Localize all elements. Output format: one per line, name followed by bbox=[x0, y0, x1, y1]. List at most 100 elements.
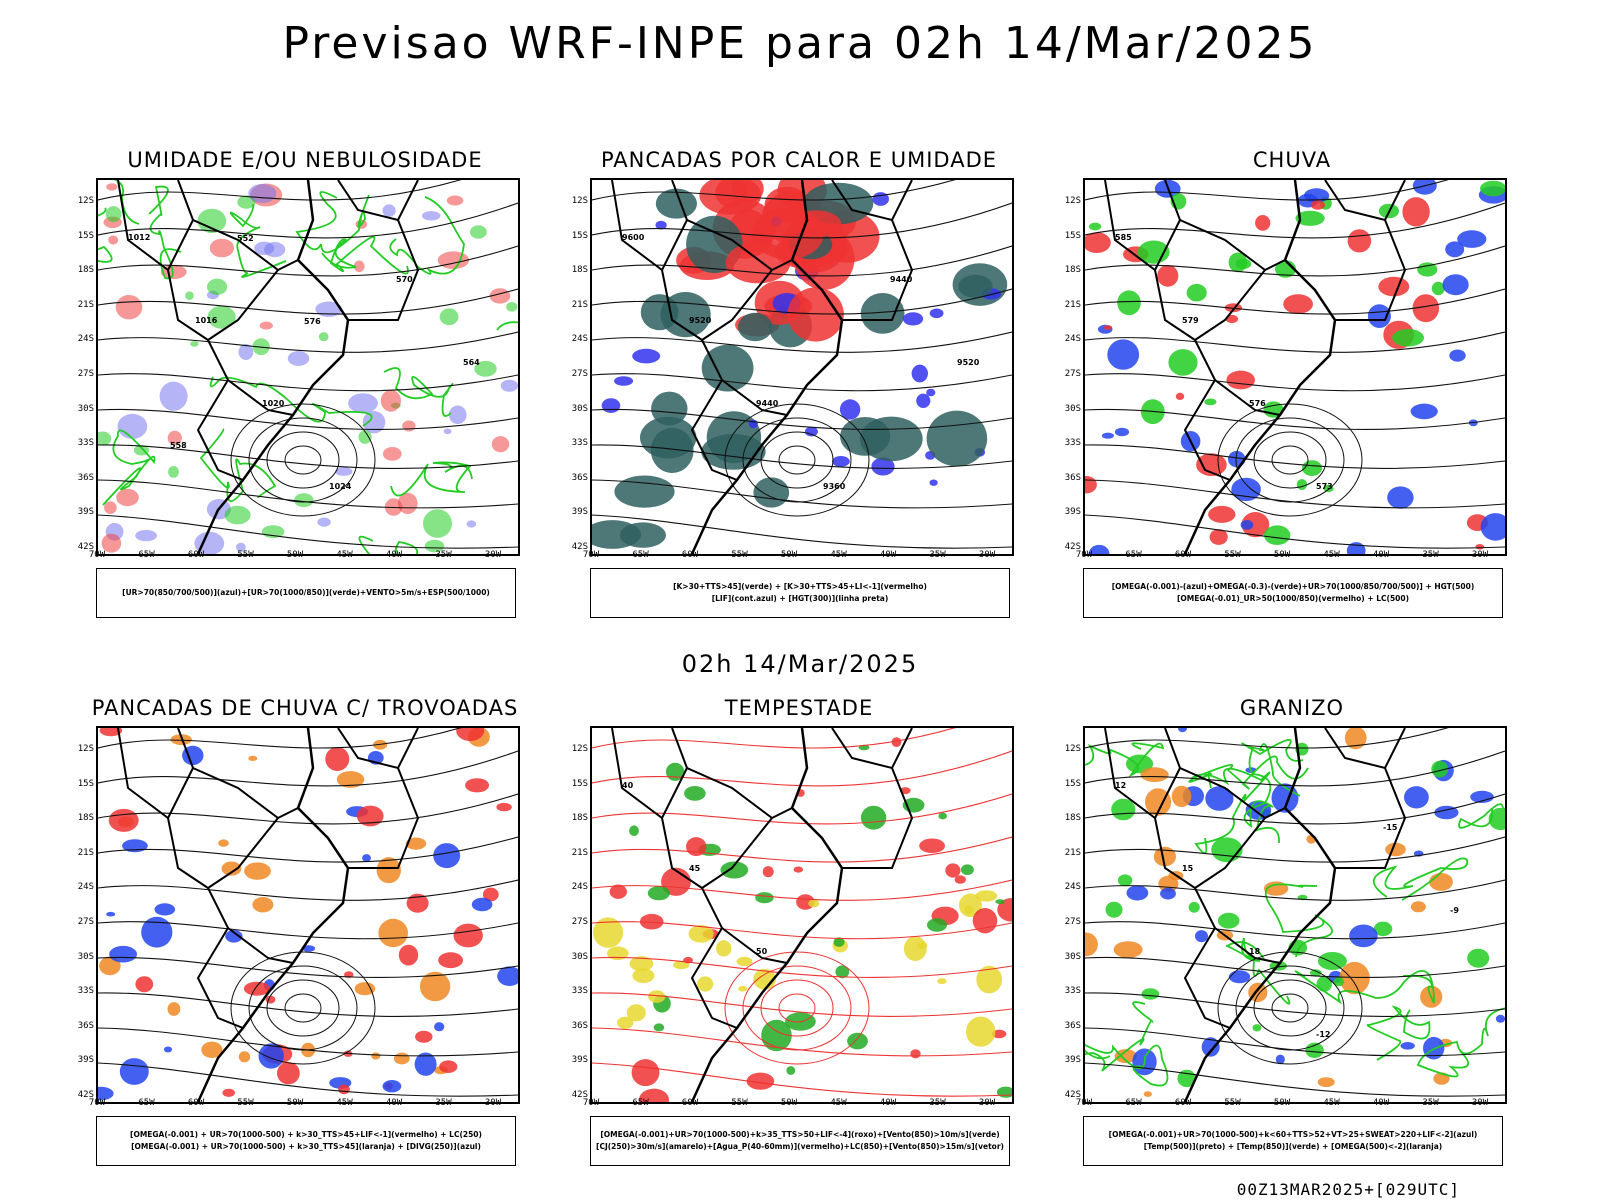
lat-tick-label: 21S bbox=[1064, 847, 1081, 858]
panel-legend-6: [OMEGA(-0.001)+UR>70(1000-500)+k<60+TTS>… bbox=[1083, 1116, 1503, 1166]
lon-tick-label: 55W bbox=[1224, 550, 1241, 560]
field-blob bbox=[996, 1086, 1012, 1098]
field-blob bbox=[224, 505, 251, 525]
lat-tick-label: 12S bbox=[1064, 744, 1081, 754]
field-blob bbox=[960, 864, 974, 875]
streamline bbox=[1085, 373, 1505, 392]
streamline bbox=[1085, 288, 1505, 315]
field-blob bbox=[167, 1002, 181, 1016]
panel-legend-4: [OMEGA(-0.001) + UR>70(1000-500) + k>30_… bbox=[96, 1116, 516, 1166]
field-blob bbox=[318, 332, 329, 342]
contour-label: 9440 bbox=[756, 399, 779, 408]
lat-tick-label: 33S bbox=[571, 986, 588, 997]
contour-line bbox=[383, 367, 454, 417]
field-blob bbox=[1373, 921, 1393, 937]
field-blob bbox=[926, 410, 988, 467]
streamline bbox=[1085, 444, 1505, 469]
field-blob bbox=[218, 839, 229, 847]
streamline bbox=[1085, 750, 1505, 787]
contour-label: 9360 bbox=[823, 482, 846, 491]
streamline bbox=[592, 879, 1012, 901]
field-blob bbox=[1410, 403, 1438, 420]
streamline bbox=[592, 331, 1012, 353]
lat-tick-label: 15S bbox=[1064, 230, 1081, 241]
streamline bbox=[592, 1062, 1012, 1097]
field-blob bbox=[221, 861, 242, 876]
field-blob bbox=[1157, 264, 1179, 287]
country-border bbox=[1104, 728, 1156, 819]
streamline bbox=[1085, 1027, 1505, 1057]
field-blob bbox=[264, 242, 286, 258]
field-blob bbox=[116, 488, 139, 507]
contour-label: -9 bbox=[1450, 906, 1459, 915]
lon-tick-label: 55W bbox=[237, 550, 254, 560]
streamline bbox=[98, 992, 518, 1017]
legend-line: [OMEGA(-0.01)_UR>50(1000/850)(vermelho) … bbox=[1176, 594, 1410, 603]
country-border bbox=[348, 767, 420, 869]
lat-tick-label: 24S bbox=[571, 882, 588, 893]
field-blob bbox=[1188, 901, 1200, 913]
lat-tick-label: 42S bbox=[571, 1090, 588, 1100]
field-blob bbox=[752, 207, 824, 260]
streamline bbox=[592, 514, 1012, 549]
field-blob bbox=[655, 188, 697, 219]
field-blob bbox=[335, 467, 353, 476]
field-blob bbox=[860, 293, 905, 334]
field-blob bbox=[98, 1086, 114, 1101]
lat-tick-label: 33S bbox=[571, 438, 588, 449]
field-blob bbox=[755, 892, 774, 904]
cyclone-contour bbox=[1235, 965, 1345, 1051]
lat-tick-label: 39S bbox=[77, 1055, 94, 1066]
coastline bbox=[1183, 180, 1337, 554]
country-border bbox=[701, 887, 788, 964]
streamline bbox=[1085, 202, 1505, 239]
contour-label: 1024 bbox=[329, 482, 352, 491]
lat-tick-label: 24S bbox=[1064, 882, 1081, 893]
field-blob bbox=[926, 388, 936, 397]
weather-map-4 bbox=[96, 726, 520, 1104]
cyclone-contour bbox=[284, 993, 322, 1023]
lat-tick-label: 24S bbox=[1064, 334, 1081, 345]
field-blob bbox=[371, 1052, 381, 1060]
country-border bbox=[1164, 728, 1286, 820]
weather-map-3: 585 579 576 573 bbox=[1083, 178, 1507, 556]
field-blob bbox=[380, 389, 401, 412]
lon-tick-label: 45W bbox=[1323, 1098, 1340, 1108]
field-blob bbox=[1101, 432, 1114, 439]
field-blob bbox=[1402, 197, 1430, 227]
field-blob bbox=[1255, 215, 1271, 231]
field-blob bbox=[891, 737, 902, 747]
field-blob bbox=[106, 911, 116, 917]
field-blob bbox=[1400, 1042, 1415, 1050]
contour-line bbox=[102, 429, 156, 506]
field-blob bbox=[1283, 294, 1313, 314]
lon-tick-label: 45W bbox=[1323, 550, 1340, 560]
streamline bbox=[592, 444, 1012, 469]
field-blob bbox=[927, 918, 947, 932]
field-blob bbox=[1217, 912, 1240, 929]
field-blob bbox=[362, 411, 386, 434]
country-border bbox=[611, 180, 663, 271]
contour-line bbox=[1416, 1007, 1505, 1078]
streamline bbox=[592, 180, 956, 201]
lon-tick-label: 40W bbox=[879, 1098, 897, 1108]
coastline bbox=[1183, 728, 1337, 1102]
field-blob bbox=[438, 952, 463, 969]
lon-tick-label: 50W bbox=[780, 550, 798, 560]
field-blob bbox=[448, 405, 467, 425]
field-blob bbox=[929, 479, 938, 486]
cyclone-contour bbox=[266, 979, 340, 1037]
field-blob bbox=[1141, 988, 1160, 1000]
field-blob bbox=[415, 1030, 433, 1043]
field-blob bbox=[736, 956, 753, 967]
contour-line bbox=[321, 235, 409, 275]
lat-tick-label: 18S bbox=[1064, 813, 1081, 824]
field-blob bbox=[99, 956, 121, 976]
streamline bbox=[98, 728, 462, 749]
streamline bbox=[98, 444, 518, 469]
field-blob bbox=[1429, 872, 1453, 891]
cyclone-contour bbox=[742, 965, 852, 1051]
contour-line bbox=[229, 203, 287, 278]
lat-tick-label: 18S bbox=[571, 265, 588, 276]
contour-line bbox=[1458, 803, 1505, 829]
